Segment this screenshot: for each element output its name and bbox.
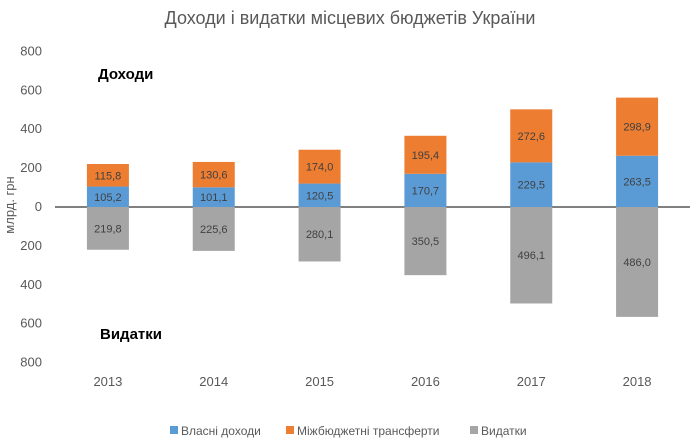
data-label: 272,6 (517, 131, 545, 143)
bar-transfers-2014 (192, 161, 235, 188)
data-label: 170,7 (412, 185, 440, 197)
y-tick-label: 600 (20, 316, 42, 331)
y-tick-label: 200 (20, 160, 42, 175)
x-tick-label: 2014 (199, 374, 228, 389)
x-tick-label: 2015 (305, 374, 334, 389)
bar-expenses-2015 (298, 207, 341, 262)
legend-label: Власні доходи (181, 424, 261, 438)
data-label: 486,0 (623, 257, 651, 269)
data-label: 225,6 (200, 224, 228, 236)
legend: Власні доходи Міжбюджетні трансферти Видат… (170, 424, 527, 438)
bar-own-revenue-2013 (86, 186, 129, 207)
x-tick-label: 2013 (93, 374, 122, 389)
y-tick-label: 800 (20, 43, 42, 58)
data-label: 280,1 (306, 229, 334, 241)
chart-title: Доходи і видатки місцевих бюджетів Украї… (165, 8, 536, 28)
bar-expenses-2013 (86, 207, 129, 250)
legend-label: Видатки (481, 424, 527, 438)
data-label: 101,1 (200, 192, 228, 204)
legend-swatch (470, 426, 478, 434)
bar-expenses-2014 (192, 207, 235, 251)
income-annotation: Доходи (98, 66, 153, 83)
x-ticks: 2013 2014 2015 2016 2017 2018 (93, 374, 651, 389)
x-tick-label: 2018 (623, 374, 652, 389)
bar-expenses-2018 (616, 207, 659, 317)
bar-transfers-2018 (616, 97, 659, 156)
bar-transfers-2017 (510, 109, 553, 163)
y-tick-label: 400 (20, 121, 42, 136)
data-label: 195,4 (412, 150, 440, 162)
bars: 105,2 115,8 219,8 101,1 130,6 225,6 120,5 174,0… (55, 97, 690, 317)
data-label: 115,8 (95, 170, 122, 182)
y-tick-label: 0 (35, 199, 42, 214)
data-label: 219,8 (94, 223, 122, 235)
bar-transfers-2015 (298, 149, 341, 184)
y-axis-label: млрд. грн (2, 176, 17, 233)
x-tick-label: 2016 (411, 374, 440, 389)
bar-expenses-2016 (404, 207, 447, 276)
data-label: 105,2 (94, 192, 122, 204)
legend-swatch (170, 426, 178, 434)
bar-own-revenue-2015 (298, 183, 341, 207)
expenses-annotation: Видатки (100, 326, 162, 343)
bar-expenses-2017 (510, 207, 553, 304)
bar-own-revenue-2018 (616, 155, 659, 207)
data-label: 130,6 (200, 170, 228, 182)
legend-swatch (286, 426, 294, 434)
bar-own-revenue-2014 (192, 187, 235, 207)
data-label: 298,9 (623, 122, 651, 134)
y-tick-label: 400 (20, 277, 42, 292)
data-label: 229,5 (517, 180, 545, 192)
data-label: 174,0 (306, 162, 334, 174)
data-label: 120,5 (306, 190, 334, 202)
y-tick-label: 800 (20, 355, 42, 370)
legend-label: Міжбюджетні трансферти (297, 424, 440, 438)
y-tick-label: 600 (20, 82, 42, 97)
bar-transfers-2016 (404, 135, 447, 174)
data-label: 263,5 (623, 176, 651, 188)
data-label: 496,1 (517, 250, 545, 262)
x-tick-label: 2017 (517, 374, 546, 389)
data-label: 350,5 (412, 236, 440, 248)
bar-own-revenue-2016 (404, 173, 447, 207)
y-tick-label: 200 (20, 238, 42, 253)
y-ticks: 800 600 400 200 0 200 400 600 800 (20, 43, 42, 369)
bar-transfers-2013 (86, 164, 129, 187)
bar-own-revenue-2017 (510, 162, 553, 207)
